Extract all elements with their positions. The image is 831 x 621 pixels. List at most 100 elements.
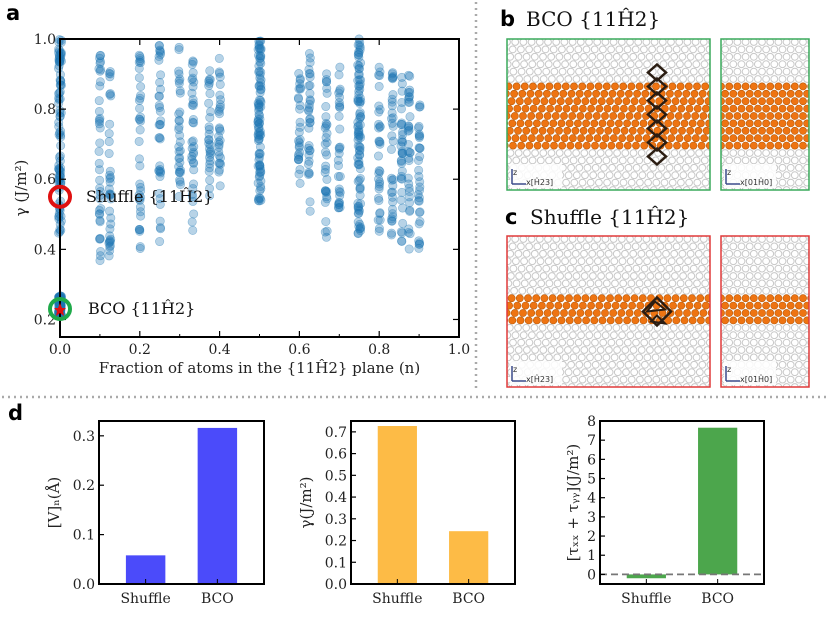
atom-gray [758,264,766,273]
atom-orange [582,316,590,325]
atom-gray [745,286,754,295]
atom-gray [712,250,719,257]
x-tick-label: 0.4 [208,342,230,358]
data-point [387,131,397,141]
atom-gray [799,279,807,288]
atom-gray [782,249,791,258]
atom-gray [685,178,693,187]
atom-orange [782,309,791,317]
atom-orange [603,104,612,113]
data-point [375,166,385,176]
data-point [253,120,263,130]
data-point [321,102,331,112]
atom-gray [609,236,618,243]
data-point [175,175,185,185]
atom-gray [519,39,528,46]
atom-gray [569,60,578,69]
atom-orange [626,134,635,143]
atom-gray [671,171,680,180]
atom-gray [711,228,718,235]
atom-gray [667,60,676,69]
atom-orange [707,112,710,120]
atom-orange [679,294,688,303]
atom-gray [820,361,827,368]
atom-gray [666,383,675,387]
atom-gray [678,249,687,258]
atom-orange [584,112,593,120]
atom-gray [490,53,497,60]
atom-gray [615,45,624,54]
atom-gray [482,228,489,235]
atom-gray [737,272,746,280]
atom-gray [694,249,703,258]
atom-gray [741,67,750,76]
data-point [255,73,265,83]
atom-gray [579,323,588,332]
data-point [188,157,198,167]
data-point [353,94,363,104]
atom-orange [824,309,831,316]
atom-gray [782,279,791,288]
atom-gray [689,67,698,76]
data-point [387,114,397,124]
atom-gray [589,272,597,280]
data-point [95,209,105,219]
atom-gray [493,46,500,53]
atom-gray [507,353,512,362]
atom-gray [786,272,795,280]
atom-gray [605,171,614,180]
data-point [175,153,185,163]
x-tick-label: 0.0 [49,342,71,358]
atom-gray [509,391,516,398]
data-point [294,84,304,94]
data-point [134,63,144,73]
atom-orange [507,112,511,120]
data-point [375,215,385,225]
atom-gray [507,361,510,369]
data-point [187,88,197,98]
atom-gray [527,39,536,46]
atom-gray [799,338,807,347]
structure-frame [720,235,810,388]
y-tick-label: 0.4 [34,242,56,258]
data-point [95,233,105,243]
data-point [189,179,199,189]
data-point [334,203,344,213]
atom-orange [557,119,566,128]
atom-orange [592,112,601,120]
data-point [188,136,198,146]
atom-gray [626,331,635,340]
atom-orange [527,309,536,317]
atom-orange [721,301,729,310]
atom-gray [586,375,595,384]
atom-orange [702,104,710,113]
panel-label-d: d [8,401,23,425]
data-point [405,198,415,208]
panel-b-title: BCO {11Ĥ2} [526,7,660,31]
atom-gray [563,52,572,61]
data-point [304,64,314,74]
atom-orange [611,82,619,91]
atom-gray [682,186,691,190]
data-point [355,142,365,152]
data-point [94,116,104,126]
atom-gray [665,264,674,273]
atom-orange [733,141,742,150]
data-point [104,137,114,147]
data-point [414,129,424,139]
data-point [304,49,314,59]
atom-orange [683,309,691,317]
atom-gray [626,60,635,69]
atom-gray [824,324,831,331]
data-point [304,123,314,133]
data-point [253,161,263,171]
bar [449,531,489,584]
atom-gray [824,39,831,46]
data-point [354,47,364,57]
atom-gray [632,338,640,347]
atom-gray [803,257,809,266]
atom-gray [725,353,734,362]
atom-gray [626,236,634,243]
atom-gray [816,384,823,391]
atom-orange [803,89,809,98]
